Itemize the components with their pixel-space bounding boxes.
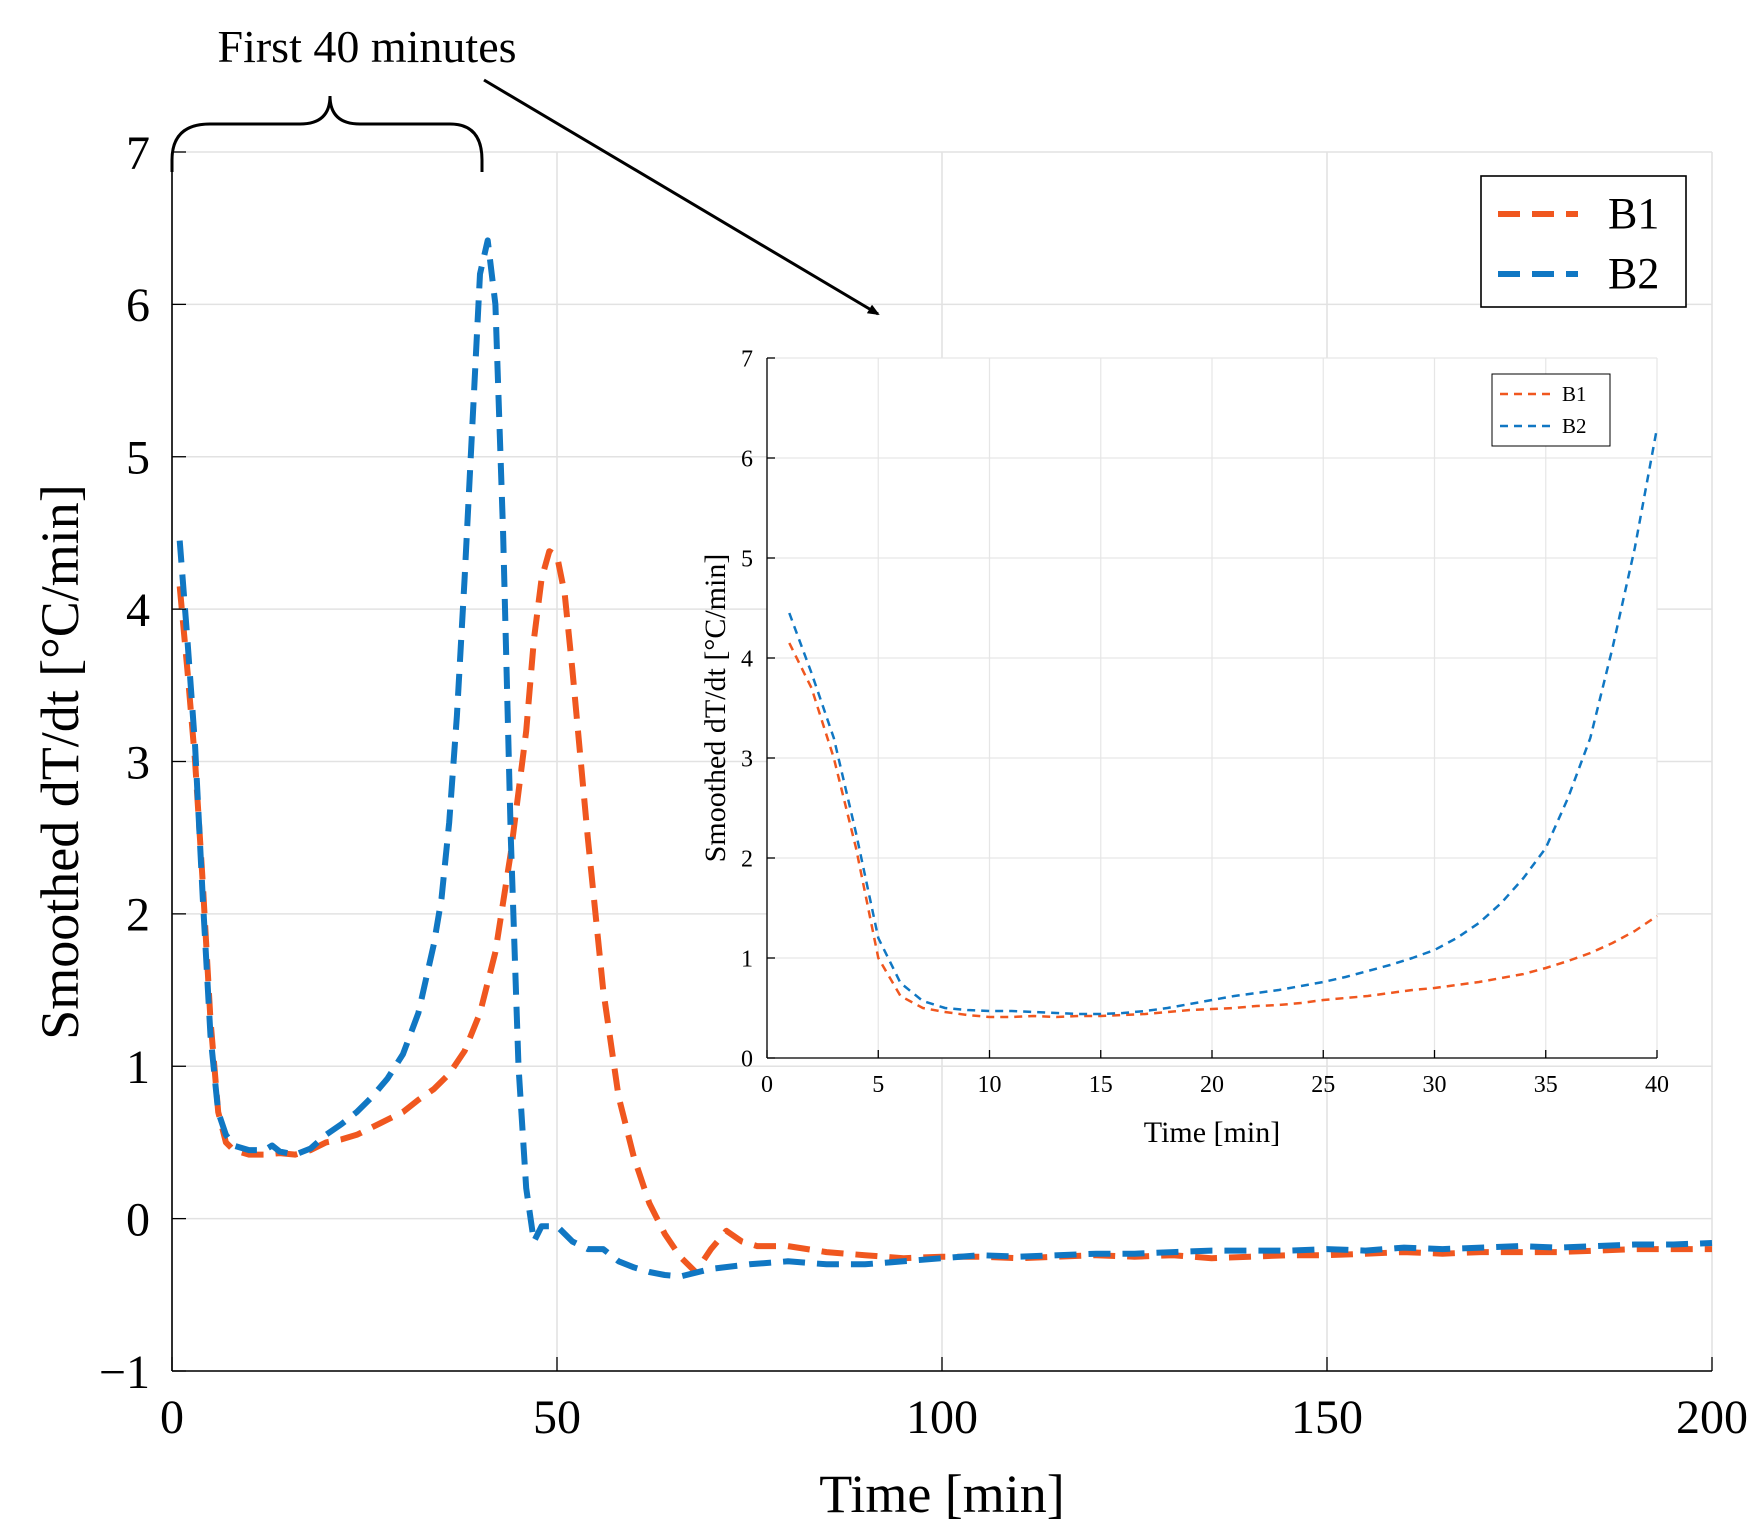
main-x-tick-label-50: 50 [533,1391,581,1444]
main-x-axis-label: Time [min] [819,1464,1065,1524]
inset-series-b2-line [788,427,1659,1016]
main-y-tick-label-6: 6 [126,279,150,332]
inset-ticks: 0 5 10 15 20 25 30 35 40 0 1 2 3 4 5 6 7 [741,346,1669,1098]
main-y-axis-label: Smoothed dT/dt [°C/min] [30,484,90,1040]
inset-y-tick-label-3: 3 [741,746,753,772]
inset-y-tick-label-0: 0 [741,1046,753,1072]
inset-legend-b2-label: B2 [1562,414,1587,438]
main-x-tick-label-150: 150 [1291,1391,1363,1444]
main-x-tick-label-0: 0 [160,1391,184,1444]
main-x-tick-label-200: 200 [1676,1391,1748,1444]
inset-x-tick-label-0: 0 [761,1072,773,1098]
inset-y-tick-label-6: 6 [741,446,753,472]
inset-x-tick-label-30: 30 [1423,1072,1447,1098]
inset-x-tick-label-40: 40 [1645,1072,1669,1098]
inset-y-tick-label-7: 7 [741,346,753,372]
main-y-tick-label-4: 4 [126,584,150,637]
first-40-annotation: First 40 minutes [170,21,880,316]
inset-x-tick-label-20: 20 [1200,1072,1224,1098]
main-legend-b1-label: B1 [1608,189,1659,238]
inset-y-tick-label-4: 4 [741,646,753,672]
main-x-tick-label-100: 100 [906,1391,978,1444]
inset-x-tick-label-10: 10 [978,1072,1002,1098]
inset-legend-b1-label: B1 [1562,382,1587,406]
main-y-tick-label-0: 0 [126,1193,150,1246]
annotation-label: First 40 minutes [217,21,516,72]
main-legend: B1 B2 [1480,175,1687,308]
main-y-tick-label-7: 7 [126,127,150,180]
curly-brace [170,95,484,172]
inset-x-axis-label: Time [min] [1144,1116,1280,1149]
inset-y-tick-label-2: 2 [741,846,753,872]
main-y-tick-label-1: 1 [126,1041,150,1094]
main-series [176,237,1713,1280]
inset-x-tick-label-15: 15 [1089,1072,1113,1098]
inset-y-axis-label: Smoothed dT/dt [°C/min] [699,554,732,863]
main-legend-b2-label: B2 [1608,249,1659,298]
inset-x-tick-label-35: 35 [1534,1072,1558,1098]
inset-y-tick-label-5: 5 [741,546,753,572]
inset-series-b1-line [788,642,1658,1019]
main-y-tick-label-5: 5 [126,432,150,485]
main-series-b1-line [176,548,1712,1275]
main-y-tick-label-2: 2 [126,889,150,942]
inset-legend-box [1491,373,1611,447]
inset-series [788,427,1659,1019]
main-y-tick-label-3: 3 [126,736,150,789]
inset-x-tick-label-5: 5 [872,1072,884,1098]
inset-legend: B1 B2 [1491,373,1611,447]
inset-x-tick-label-25: 25 [1311,1072,1335,1098]
inset-y-tick-label-1: 1 [741,946,753,972]
main-legend-box [1480,175,1687,308]
inset-chart: 0 5 10 15 20 25 30 35 40 0 1 2 3 4 5 6 7 Time [min] Smoo… [699,346,1669,1149]
main-y-tick-label--1: −1 [99,1346,150,1399]
annotation-arrow [483,78,880,316]
